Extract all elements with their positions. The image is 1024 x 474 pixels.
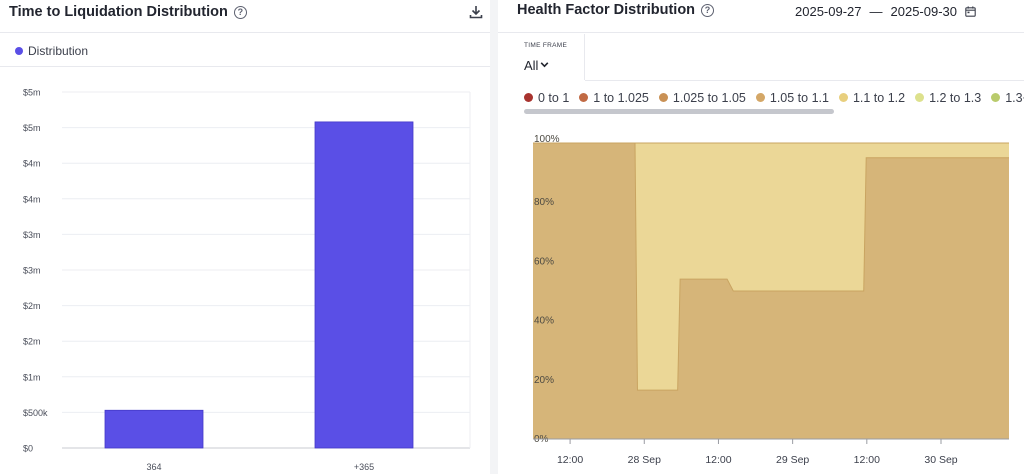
y-tick-label: 100% — [534, 134, 560, 145]
x-tick-label: 28 Sep — [628, 454, 661, 466]
legend-divider — [0, 66, 490, 67]
help-circle-icon[interactable]: ? — [233, 6, 247, 19]
time-frame-value: All — [524, 58, 539, 73]
download-icon[interactable] — [469, 5, 483, 19]
panel-title: Time to Liquidation Distribution? — [9, 4, 247, 20]
title-divider — [0, 32, 490, 33]
x-tick-label: 30 Sep — [924, 454, 957, 466]
x-tick-label: +365 — [354, 462, 374, 472]
legend-dot — [658, 93, 668, 102]
chevron-down-icon — [541, 62, 549, 68]
x-tick-label: 12:00 — [705, 454, 731, 466]
legend-label: 1.3+ — [1005, 91, 1024, 105]
y-tick-label: 60% — [534, 256, 554, 267]
legend-label: 1.025 to 1.05 — [672, 91, 746, 105]
y-tick-label: $3m — [23, 266, 41, 276]
legend-label: 1.1 to 1.2 — [852, 91, 906, 105]
health-factor-panel: Health Factor Distribution? 2025-09-27—2… — [498, 0, 1024, 474]
legend-label: 1.05 to 1.1 — [769, 91, 829, 105]
legend-label: 0 to 1 — [538, 91, 570, 105]
legend-scrollbar[interactable] — [524, 109, 834, 114]
panel-title-text: Time to Liquidation Distribution — [9, 4, 228, 20]
y-tick-label: $0 — [23, 444, 33, 454]
legend-dot — [991, 93, 1001, 102]
legend-dot — [15, 47, 23, 55]
bar[interactable] — [314, 121, 414, 449]
panel-gap — [490, 0, 498, 474]
time-to-liquidation-chart: $0 $500k $1m $2m $2m $3m $3m $4m $4m $5m $5m 364 +36… — [23, 88, 471, 472]
bar[interactable] — [104, 409, 204, 449]
legend-dot — [915, 93, 925, 102]
x-tick-label: 29 Sep — [776, 454, 809, 466]
panel-title: Health Factor Distribution? — [517, 2, 715, 18]
y-tick-label: 80% — [534, 197, 554, 208]
legend-item[interactable]: 1 to 1.025 — [579, 91, 649, 105]
legend-dot — [838, 93, 848, 102]
time-frame-label: TIME FRAME — [524, 42, 568, 49]
y-tick-label: $2m — [23, 337, 41, 347]
health-factor-chart: 0%20%40%60%80%100%12:00 28 Sep 12:00 29 Sep… — [533, 134, 1009, 466]
y-tick-label: $5m — [23, 123, 41, 133]
y-tick-label: $5m — [23, 88, 41, 98]
legend-label: 1.2 to 1.3 — [929, 91, 982, 105]
legend-item[interactable]: 1.025 to 1.05 — [658, 91, 746, 105]
y-tick-label: 40% — [534, 316, 554, 327]
legend-item[interactable]: 1.2 to 1.3 — [915, 91, 981, 105]
date-separator: — — [869, 4, 883, 20]
y-tick-label: $500k — [23, 408, 48, 418]
help-circle-icon[interactable]: ? — [701, 4, 715, 17]
y-tick-label: 20% — [534, 375, 554, 386]
time-to-liquidation-panel: Time to Liquidation Distribution? Distri… — [0, 0, 490, 474]
y-tick-label: $2m — [23, 301, 41, 311]
x-tick-label: 12:00 — [854, 454, 880, 466]
time-frame-select[interactable]: All — [524, 58, 549, 73]
date-start[interactable]: 2025-09-27 — [795, 4, 862, 20]
y-tick-label: $4m — [23, 194, 41, 204]
y-tick-label: $3m — [23, 230, 41, 240]
date-range-picker[interactable]: 2025-09-27 — 2025-09-30 — [795, 3, 976, 19]
health-factor-legend: 0 to 1 1 to 1.025 1.025 to 1.05 1.05 to 1.1… — [524, 91, 1024, 109]
time-frame-border — [584, 34, 585, 80]
x-tick-label: 364 — [146, 462, 161, 472]
y-tick-label: $1m — [23, 372, 41, 382]
title-divider — [498, 32, 1024, 33]
legend-item[interactable]: 1.05 to 1.1 — [755, 91, 829, 105]
legend-dot — [755, 93, 765, 102]
y-tick-label: $4m — [23, 159, 41, 169]
legend-item[interactable]: 1.1 to 1.2 — [838, 91, 906, 105]
chart-legend[interactable]: Distribution — [15, 44, 88, 58]
x-tick-label: 12:00 — [557, 454, 583, 466]
area-series-1-1-to-1-2[interactable] — [533, 143, 1009, 391]
legend-item[interactable]: 1.3+ — [991, 91, 1024, 105]
date-end[interactable]: 2025-09-30 — [890, 4, 958, 20]
filter-divider — [585, 80, 1024, 81]
panel-title-text: Health Factor Distribution — [517, 2, 696, 18]
legend-label: Distribution — [28, 44, 89, 58]
series-boundary-line — [533, 142, 1009, 391]
calendar-icon[interactable] — [964, 6, 976, 17]
legend-label: 1 to 1.025 — [593, 91, 649, 105]
legend-dot — [524, 93, 533, 102]
legend-dot — [579, 93, 589, 102]
legend-item[interactable]: 0 to 1 — [524, 91, 569, 105]
